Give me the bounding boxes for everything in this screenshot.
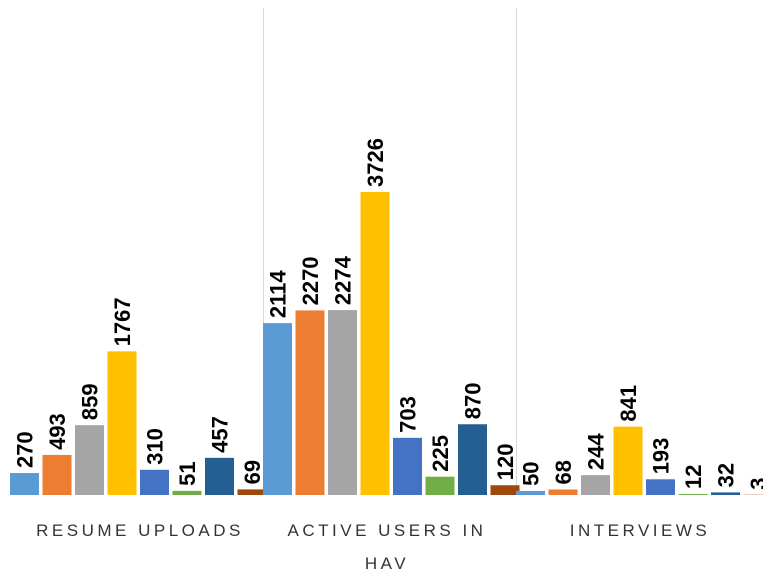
data-label: 120 bbox=[493, 444, 518, 481]
data-label: 493 bbox=[45, 413, 70, 450]
bar bbox=[516, 490, 545, 495]
bar bbox=[295, 310, 325, 495]
data-label: 457 bbox=[208, 416, 233, 453]
category-label: RESUME UPLOADS bbox=[36, 521, 244, 540]
bar bbox=[107, 351, 137, 495]
data-label: 1767 bbox=[110, 297, 135, 346]
data-label: 68 bbox=[551, 460, 576, 484]
data-label: 51 bbox=[175, 461, 200, 485]
bar bbox=[490, 485, 520, 495]
bar bbox=[548, 489, 578, 495]
data-label: 3726 bbox=[363, 138, 388, 187]
bar bbox=[581, 475, 610, 495]
data-label: 703 bbox=[396, 396, 421, 433]
bar bbox=[263, 323, 292, 495]
data-label: 310 bbox=[143, 428, 168, 465]
data-label: 870 bbox=[461, 383, 486, 420]
bar bbox=[328, 310, 357, 495]
bar bbox=[140, 469, 169, 495]
bar bbox=[10, 473, 39, 495]
category-label: ACTIVE USERS IN HAV bbox=[287, 521, 487, 573]
bar bbox=[613, 426, 643, 495]
data-label: 270 bbox=[13, 431, 38, 468]
data-label: 12 bbox=[681, 465, 706, 489]
bar bbox=[172, 490, 202, 495]
bar bbox=[42, 454, 72, 495]
bar bbox=[75, 425, 104, 495]
data-label: 3 bbox=[746, 478, 763, 490]
data-label: 244 bbox=[584, 433, 609, 470]
bar bbox=[425, 476, 455, 495]
data-label: 841 bbox=[616, 385, 641, 422]
data-label: 2274 bbox=[331, 255, 356, 305]
data-label: 32 bbox=[714, 463, 739, 487]
bar bbox=[711, 492, 740, 495]
bar bbox=[393, 437, 422, 495]
bar bbox=[646, 479, 675, 495]
data-label: 69 bbox=[240, 460, 265, 484]
data-label: 2114 bbox=[266, 270, 291, 318]
data-label: 193 bbox=[649, 438, 674, 475]
bar bbox=[678, 494, 708, 495]
data-label: 225 bbox=[428, 435, 453, 472]
data-label: 2270 bbox=[298, 256, 323, 305]
bar bbox=[360, 192, 390, 495]
bar bbox=[237, 489, 267, 495]
bar bbox=[458, 424, 487, 495]
category-label: INTERVIEWS bbox=[569, 521, 711, 540]
data-label: 50 bbox=[519, 461, 544, 485]
bar bbox=[205, 457, 234, 495]
data-label: 859 bbox=[78, 383, 103, 420]
